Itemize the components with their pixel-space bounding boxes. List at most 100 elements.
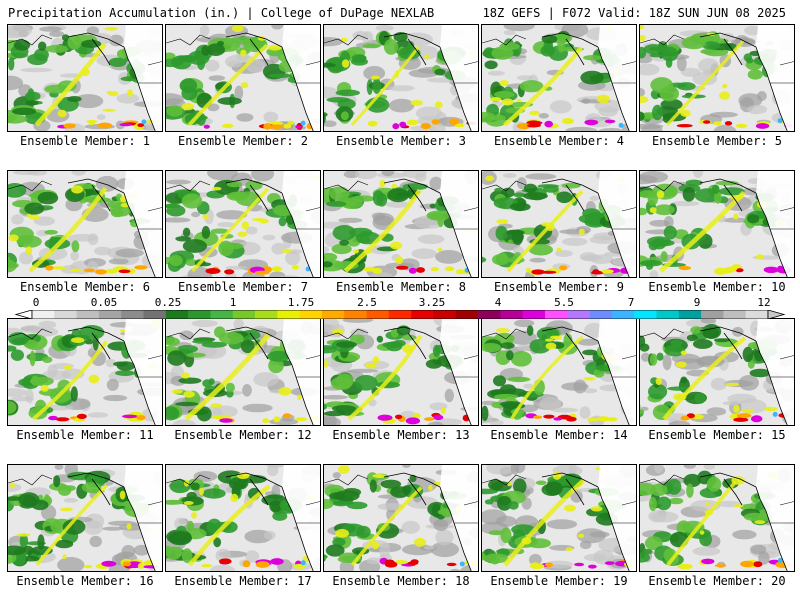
colorbar-swatch	[54, 310, 77, 319]
colorbar-swatch	[500, 310, 523, 319]
precip-map	[165, 318, 321, 426]
colorbar-swatch	[656, 310, 680, 319]
ensemble-panel: Ensemble Member: 17	[165, 464, 321, 595]
precip-map-image	[640, 319, 794, 425]
precip-map-image	[324, 171, 478, 277]
precip-map-image	[324, 25, 478, 131]
precip-map-image	[8, 171, 162, 277]
precip-map	[639, 170, 795, 278]
precip-map	[7, 24, 163, 132]
ensemble-member-label: Ensemble Member: 20	[648, 574, 786, 588]
colorbar-swatch	[455, 310, 479, 319]
colorbar-swatch	[366, 310, 390, 319]
colorbar-swatch	[165, 310, 189, 319]
precip-map-image	[8, 465, 162, 571]
precip-map-image	[640, 465, 794, 571]
ensemble-panel: Ensemble Member: 20	[639, 464, 795, 595]
precip-map	[7, 464, 163, 572]
precip-map-image	[324, 319, 478, 425]
colorbar-tick-label: 9	[693, 296, 701, 309]
ensemble-member-label: Ensemble Member: 10	[648, 280, 786, 294]
colorbar-tick-label: 5.5	[554, 296, 574, 309]
ensemble-panel: Ensemble Member: 3	[323, 24, 479, 155]
ensemble-member-label: Ensemble Member: 4	[493, 134, 625, 148]
precip-map	[7, 170, 163, 278]
valid-time-label: 18Z GEFS | F072 Valid: 18Z SUN JUN 08 20…	[482, 6, 786, 20]
ensemble-panel: Ensemble Member: 11	[7, 318, 163, 449]
colorbar-tick-label: 4	[494, 296, 502, 309]
ensemble-panel: Ensemble Member: 2	[165, 24, 321, 155]
ensemble-member-label: Ensemble Member: 18	[332, 574, 470, 588]
colorbar-tick-label: 0.25	[154, 296, 182, 309]
precip-map-image	[324, 465, 478, 571]
precip-map	[481, 24, 637, 132]
precip-map	[323, 24, 479, 132]
colorbar-swatch	[433, 310, 457, 319]
ensemble-panel: Ensemble Member: 12	[165, 318, 321, 449]
colorbar-tick-label: 12	[757, 296, 771, 309]
ensemble-member-label: Ensemble Member: 12	[174, 428, 312, 442]
precip-map	[481, 318, 637, 426]
colorbar-legend: 0 0.05 0.25 1 1.75 2.5 3.25 4 5.5 7 9 12	[0, 296, 800, 320]
colorbar-swatch	[411, 310, 434, 319]
colorbar-swatch	[143, 310, 167, 319]
ensemble-member-label: Ensemble Member: 6	[19, 280, 151, 294]
colorbar-swatch	[589, 310, 613, 319]
colorbar-swatch	[32, 310, 55, 319]
ensemble-member-label: Ensemble Member: 13	[332, 428, 470, 442]
precip-map-image	[640, 25, 794, 131]
ensemble-panel: Ensemble Member: 8	[323, 170, 479, 301]
ensemble-member-label: Ensemble Member: 2	[177, 134, 309, 148]
ensemble-panel: Ensemble Member: 6	[7, 170, 163, 301]
precip-map	[165, 24, 321, 132]
precip-map-image	[482, 465, 636, 571]
ensemble-member-label: Ensemble Member: 16	[16, 574, 154, 588]
colorbar-swatch	[76, 310, 100, 319]
colorbar-swatch	[723, 310, 746, 319]
colorbar-tick-label: 3.25	[418, 296, 446, 309]
ensemble-panel: Ensemble Member: 1	[7, 24, 163, 155]
colorbar-tick-label: 0	[32, 296, 40, 309]
colorbar-scale	[14, 310, 786, 319]
precip-map-image	[8, 25, 162, 131]
ensemble-panel: Ensemble Member: 10	[639, 170, 795, 301]
colorbar-tick-label: 2.5	[357, 296, 377, 309]
ensemble-member-label: Ensemble Member: 19	[490, 574, 628, 588]
precip-map	[481, 464, 637, 572]
ensemble-panel: Ensemble Member: 9	[481, 170, 637, 301]
precip-map-image	[482, 319, 636, 425]
ensemble-panel: Ensemble Member: 5	[639, 24, 795, 155]
precip-map-image	[166, 171, 320, 277]
precip-map	[639, 464, 795, 572]
colorbar-swatch	[277, 310, 300, 319]
colorbar-swatch	[299, 310, 323, 319]
ensemble-member-label: Ensemble Member: 14	[490, 428, 628, 442]
precip-map-image	[166, 465, 320, 571]
colorbar-swatch	[567, 310, 590, 319]
colorbar-swatch	[321, 310, 345, 319]
precip-map	[165, 170, 321, 278]
ensemble-panel: Ensemble Member: 16	[7, 464, 163, 595]
precip-map-image	[166, 25, 320, 131]
precip-map	[165, 464, 321, 572]
precip-map	[323, 170, 479, 278]
colorbar-swatch	[388, 310, 412, 319]
colorbar-swatch	[255, 310, 278, 319]
colorbar-tick-label: 0.05	[90, 296, 118, 309]
ensemble-panel: Ensemble Member: 7	[165, 170, 321, 301]
precip-map	[323, 464, 479, 572]
colorbar-swatch	[745, 310, 769, 319]
colorbar-swatch	[232, 310, 256, 319]
ensemble-member-label: Ensemble Member: 11	[16, 428, 154, 442]
ensemble-member-label: Ensemble Member: 9	[493, 280, 625, 294]
precip-map	[7, 318, 163, 426]
ensemble-member-label: Ensemble Member: 8	[335, 280, 467, 294]
ensemble-panel: Ensemble Member: 18	[323, 464, 479, 595]
colorbar-swatch	[611, 310, 635, 319]
precip-map-image	[8, 319, 162, 425]
ensemble-panel: Ensemble Member: 13	[323, 318, 479, 449]
precip-map	[639, 318, 795, 426]
colorbar-tick-label: 1.75	[287, 296, 315, 309]
chart-title: Precipitation Accumulation (in.) | Colle…	[8, 6, 435, 20]
ensemble-member-label: Ensemble Member: 7	[177, 280, 309, 294]
